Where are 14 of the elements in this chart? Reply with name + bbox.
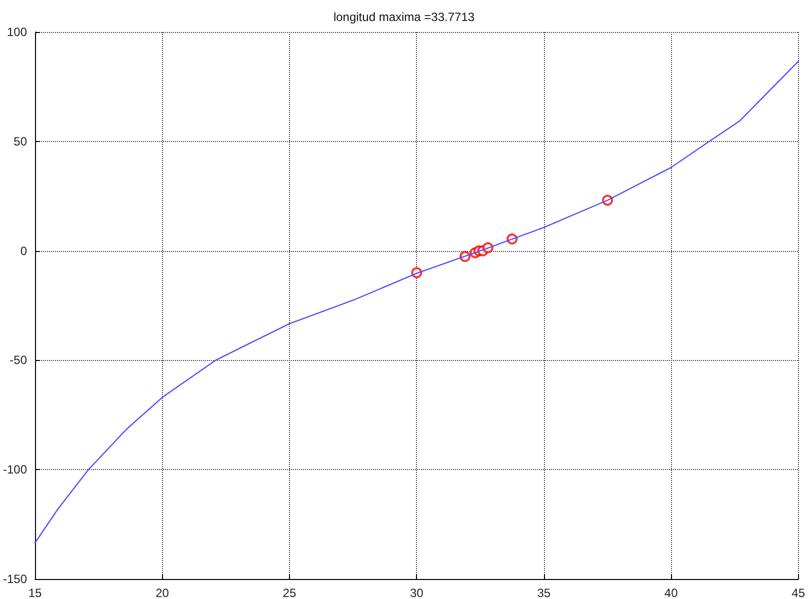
x-tick-label: 35 (537, 586, 551, 599)
y-tick-label: -50 (10, 353, 28, 368)
y-tick-label: 100 (6, 25, 28, 39)
x-tick-label: 45 (792, 586, 806, 599)
y-tick-label: 50 (14, 134, 28, 148)
x-tick-label: 25 (282, 586, 296, 599)
x-tick-label: 15 (28, 586, 42, 599)
x-tick-label: 20 (156, 586, 170, 599)
chart-title: longitud maxima =33.7713 (333, 10, 475, 24)
y-tick-label: -100 (2, 462, 28, 477)
y-tick-label: -150 (2, 572, 28, 586)
x-tick-label: 40 (664, 586, 678, 599)
x-tick-label: 30 (410, 586, 424, 599)
y-tick-label: 0 (20, 244, 28, 258)
